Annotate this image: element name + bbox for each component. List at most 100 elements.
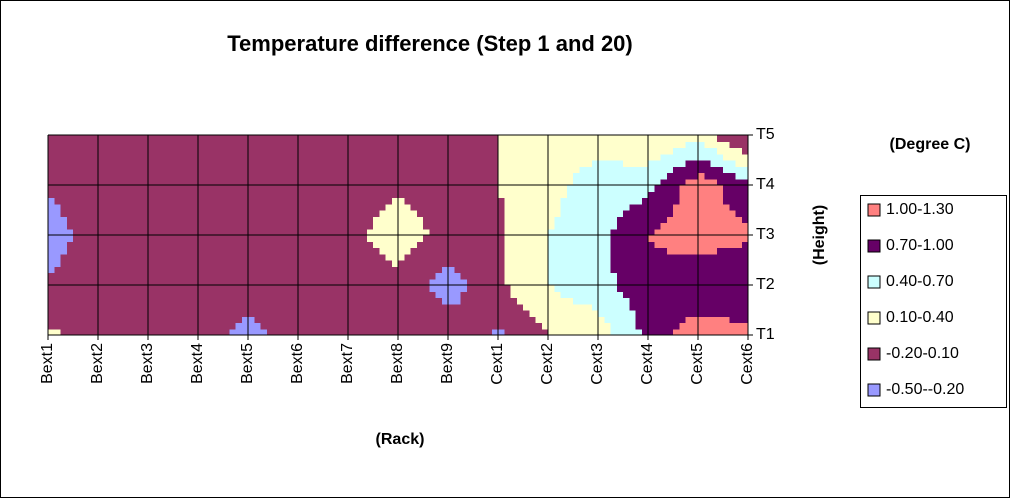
surface-cell	[716, 278, 724, 286]
surface-cell	[716, 303, 724, 311]
surface-cell	[298, 166, 305, 174]
surface-cell	[260, 310, 268, 317]
surface-cell	[548, 297, 555, 305]
surface-cell	[254, 266, 262, 274]
surface-cell	[91, 297, 99, 305]
surface-cell	[229, 285, 237, 292]
surface-cell	[54, 310, 62, 317]
surface-cell	[323, 191, 330, 199]
surface-cell	[379, 153, 387, 161]
surface-cell	[304, 228, 312, 236]
surface-cell	[98, 253, 105, 261]
surface-cell	[523, 178, 530, 186]
surface-cell	[723, 147, 730, 155]
surface-cell	[516, 135, 524, 142]
surface-cell	[66, 297, 74, 305]
surface-cell	[660, 185, 668, 192]
surface-cell	[66, 316, 74, 324]
surface-cell	[241, 235, 249, 242]
surface-cell	[360, 178, 368, 186]
surface-cell	[698, 172, 705, 180]
surface-cell	[573, 203, 580, 211]
surface-cell	[116, 235, 124, 242]
surface-cell	[185, 278, 193, 286]
surface-cell	[329, 278, 337, 286]
surface-cell	[223, 297, 230, 305]
surface-cell	[54, 141, 62, 149]
surface-cell	[410, 291, 418, 299]
surface-cell	[179, 297, 187, 305]
surface-cell	[66, 216, 74, 224]
surface-cell	[385, 260, 393, 267]
surface-cell	[423, 216, 430, 224]
surface-cell	[723, 197, 730, 205]
surface-cell	[304, 197, 312, 205]
surface-cell	[423, 310, 430, 317]
surface-cell	[729, 153, 737, 161]
surface-cell	[498, 278, 505, 286]
surface-cell	[516, 241, 524, 249]
surface-cell	[204, 303, 212, 311]
surface-cell	[635, 297, 643, 305]
surface-cell	[54, 210, 62, 217]
surface-cell	[285, 216, 293, 224]
surface-cell	[741, 147, 749, 155]
surface-cell	[629, 310, 637, 317]
surface-cell	[198, 310, 205, 317]
surface-cell	[516, 316, 524, 324]
surface-cell	[585, 272, 593, 280]
surface-cell	[666, 147, 674, 155]
surface-cell	[498, 153, 505, 161]
surface-cell	[604, 185, 612, 192]
surface-cell	[379, 166, 387, 174]
surface-cell	[373, 147, 380, 155]
surface-cell	[216, 297, 224, 305]
surface-cell	[60, 272, 68, 280]
surface-cell	[285, 203, 293, 211]
surface-cell	[285, 272, 293, 280]
surface-cell	[266, 303, 274, 311]
surface-cell	[160, 291, 168, 299]
surface-cell	[479, 172, 487, 180]
surface-cell	[685, 178, 693, 186]
surface-cell	[98, 266, 105, 274]
surface-cell	[129, 316, 137, 324]
surface-cell	[79, 197, 87, 205]
surface-cell	[235, 160, 243, 167]
surface-cell	[654, 160, 662, 167]
surface-cell	[241, 172, 249, 180]
surface-cell	[254, 153, 262, 161]
surface-cell	[479, 197, 487, 205]
surface-cell	[273, 197, 280, 205]
surface-cell	[454, 241, 462, 249]
surface-cell	[710, 172, 718, 180]
surface-cell	[535, 222, 543, 230]
surface-cell	[448, 272, 455, 280]
surface-cell	[429, 185, 437, 192]
surface-cell	[691, 247, 699, 255]
surface-cell	[379, 178, 387, 186]
surface-cell	[285, 260, 293, 267]
surface-cell	[404, 228, 412, 236]
surface-cell	[129, 278, 137, 286]
surface-cell	[241, 247, 249, 255]
surface-cell	[60, 191, 68, 199]
surface-cell	[523, 135, 530, 142]
surface-cell	[516, 153, 524, 161]
surface-cell	[348, 197, 355, 205]
surface-cell	[516, 228, 524, 236]
surface-cell	[448, 285, 455, 292]
surface-cell	[704, 216, 712, 224]
surface-cell	[566, 272, 574, 280]
surface-cell	[698, 160, 705, 167]
surface-cell	[135, 210, 143, 217]
surface-cell	[98, 316, 105, 324]
surface-cell	[248, 178, 255, 186]
surface-cell	[666, 316, 674, 324]
surface-cell	[654, 266, 662, 274]
surface-cell	[210, 316, 218, 324]
surface-cell	[323, 247, 330, 255]
surface-cell	[310, 197, 318, 205]
surface-cell	[666, 310, 674, 317]
surface-cell	[629, 241, 637, 249]
